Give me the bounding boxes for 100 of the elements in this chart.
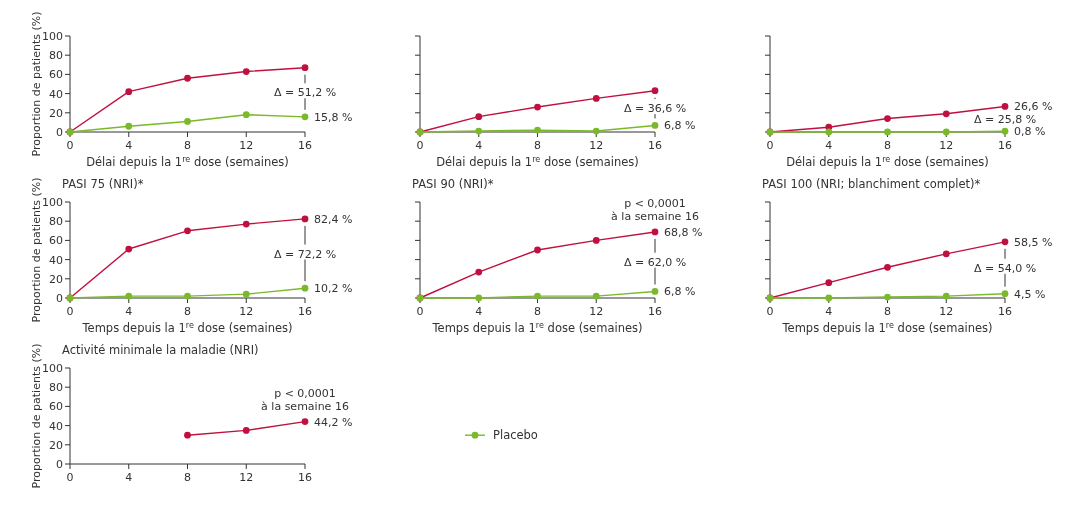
point (942, 250, 950, 258)
point (475, 268, 483, 276)
point (125, 122, 133, 130)
data-label: 6,8 % (664, 285, 696, 299)
annotation: Δ = 51,2 % (273, 86, 337, 100)
point (884, 293, 891, 301)
x-tick-label: 4 (125, 139, 133, 152)
y-tick-label: 40 (49, 87, 63, 101)
point (301, 418, 309, 425)
point (242, 68, 250, 75)
x-tick-label: 0 (766, 305, 774, 318)
x-tick-label: 16 (298, 139, 312, 152)
x-tick-label: 12 (939, 305, 954, 318)
data-label: 10,2 % (314, 282, 353, 296)
data-label: 44,2 % (314, 415, 353, 429)
point (1001, 238, 1009, 246)
annotation: Δ = 25,8 % (973, 112, 1037, 126)
x-tick-label: 8 (184, 139, 191, 152)
x-tick-label: 8 (534, 305, 541, 318)
y-axis-title: Proportion de patients (%) (30, 11, 43, 157)
point (1001, 103, 1009, 110)
y-tick-label: 100 (42, 362, 63, 375)
point (475, 127, 483, 135)
y-axis-title: Proportion de patients (%) (30, 343, 43, 489)
point (184, 118, 191, 125)
y-tick-label: 60 (49, 234, 63, 248)
data-label: 4,5 % (1014, 287, 1046, 301)
point (301, 113, 309, 121)
x-axis-title: Temps depuis la 1$^{re}$ dose (semaines) (81, 320, 293, 335)
y-tick-label: 20 (49, 272, 63, 286)
x-tick-label: 0 (66, 471, 74, 484)
point (242, 290, 250, 298)
point (592, 95, 600, 102)
point (884, 115, 891, 122)
x-tick-label: 4 (825, 139, 833, 152)
point (475, 113, 483, 121)
point (534, 292, 541, 300)
y-tick-label: 80 (49, 215, 63, 229)
point (184, 292, 191, 300)
x-tick-label: 4 (475, 305, 483, 318)
x-tick-label: 0 (66, 305, 74, 318)
chart-title: PASI 90 (NRI)* (412, 177, 494, 191)
x-tick-label: 12 (589, 139, 604, 152)
point (534, 103, 541, 111)
x-axis-title: Délai depuis la 1$^{re}$ dose (semaines) (786, 154, 989, 169)
x-tick-label: 0 (66, 139, 74, 152)
point (942, 110, 950, 118)
point (592, 292, 600, 300)
annotation: Δ = 54,0 % (973, 261, 1037, 275)
x-tick-label: 4 (125, 305, 133, 318)
x-tick-label: 4 (475, 139, 483, 152)
y-tick-label: 40 (49, 253, 63, 267)
point (884, 263, 891, 271)
x-tick-label: 16 (298, 471, 312, 484)
annotation: Δ = 36,6 % (623, 102, 687, 116)
legend-label: Placebo (493, 428, 538, 443)
point (301, 284, 309, 292)
point (592, 237, 600, 244)
x-axis-title: Temps depuis la 1$^{re}$ dose (semaines) (781, 320, 993, 335)
x-tick-label: 4 (825, 305, 833, 318)
point (592, 127, 600, 135)
y-tick-label: 40 (49, 419, 63, 433)
point (301, 64, 309, 72)
point (942, 292, 950, 300)
annotation: p < 0,0001 (624, 196, 686, 210)
point (242, 220, 250, 228)
annotation: Δ = 72,2 % (273, 247, 337, 261)
data-label: 0,8 % (1014, 125, 1046, 139)
annotation: Δ = 62,0 % (623, 255, 687, 269)
y-tick-label: 100 (42, 30, 63, 43)
y-tick-label: 0 (56, 126, 63, 139)
x-axis-title: Délai depuis la 1$^{re}$ dose (semaines) (86, 154, 289, 169)
point (242, 427, 250, 434)
annotation: à la semaine 16 (611, 209, 699, 223)
x-tick-label: 16 (648, 305, 662, 318)
y-tick-label: 0 (56, 458, 63, 471)
chart-title: PASI 75 (NRI)* (62, 177, 144, 191)
data-label: 15,8 % (314, 110, 353, 124)
x-tick-label: 12 (939, 139, 954, 152)
point (651, 228, 659, 236)
point (184, 74, 191, 82)
y-axis-title: Proportion de patients (%) (30, 177, 43, 323)
data-label: 6,8 % (664, 119, 696, 133)
x-tick-label: 16 (998, 305, 1012, 318)
point (534, 246, 541, 254)
x-tick-label: 16 (298, 305, 312, 318)
x-axis-title: Délai depuis la 1$^{re}$ dose (semaines) (436, 154, 639, 169)
y-tick-label: 60 (49, 400, 63, 414)
point (125, 245, 133, 253)
x-axis-title: Temps depuis la 1$^{re}$ dose (semaines) (431, 320, 643, 335)
point (125, 88, 133, 96)
x-tick-label: 8 (884, 305, 891, 318)
data-label: 58,5 % (1014, 235, 1053, 249)
x-tick-label: 0 (416, 305, 424, 318)
x-tick-label: 8 (184, 471, 191, 484)
x-tick-label: 12 (239, 305, 254, 318)
data-label: 26,6 % (1014, 100, 1053, 114)
point (651, 87, 659, 95)
y-tick-label: 100 (42, 196, 63, 209)
x-tick-label: 0 (766, 139, 774, 152)
